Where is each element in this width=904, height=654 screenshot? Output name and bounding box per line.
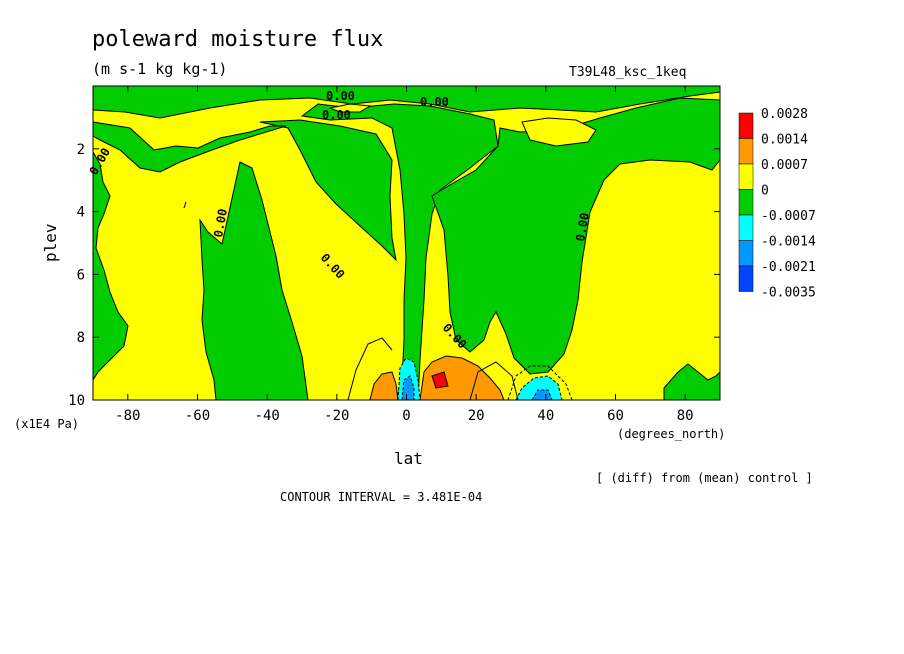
contour-line: [469, 361, 519, 400]
contour-line: [347, 337, 393, 400]
orange-region-equator: [369, 371, 399, 400]
green-region-west-strip: [93, 151, 129, 381]
color-legend: 0.0028 0.0014 0.0007 0 -0.0007 -0.0014 -0.0021…: [738, 107, 816, 301]
contour-field: [93, 86, 720, 400]
red-core: [431, 371, 449, 389]
x-tick-label: 0: [402, 408, 410, 424]
green-region-top-band: [93, 86, 720, 119]
x-tick-label: -80: [115, 408, 140, 424]
contour-label: 0.00: [322, 108, 351, 122]
legend-level-label: 0.0028: [761, 107, 808, 122]
x-tick-label: 80: [677, 408, 694, 424]
green-region-east-bottom: [663, 363, 720, 400]
yellow-patch-center: [521, 117, 597, 147]
contour-label: 0.00: [573, 212, 592, 243]
contour-line: [507, 365, 573, 400]
y-tick-label: 10: [68, 393, 85, 409]
x-axis-ticks: -80 -60 -40 -20 0 20 40 60 80: [115, 86, 694, 424]
orange-region-north: [419, 355, 505, 400]
legend-level-label: -0.0035: [761, 286, 816, 301]
legend-level-label: -0.0021: [761, 260, 816, 275]
y-tick-label: 4: [77, 205, 85, 221]
x-tick-label: 20: [468, 408, 485, 424]
blue-core-north: [531, 389, 553, 400]
contour-line: [183, 201, 187, 209]
x-tick-label: 40: [537, 408, 554, 424]
legend-swatch: [738, 240, 754, 267]
y-axis-label: plev: [41, 223, 60, 262]
y-tick-label: 6: [77, 267, 85, 283]
blue-core-equator: [401, 375, 415, 400]
legend-level-label: 0.0014: [761, 133, 808, 148]
chart-title: poleward moisture flux: [92, 27, 383, 52]
legend-swatch: [738, 189, 754, 216]
cyan-region-north: [515, 375, 563, 400]
contour-label: 0.00: [420, 95, 449, 109]
green-region-south-arm: [199, 161, 309, 400]
x-axis-label: lat: [394, 449, 423, 468]
contour-interval: CONTOUR INTERVAL = 3.481E-04: [280, 490, 482, 504]
legend-level-label: 0: [761, 184, 769, 199]
legend-level-label: -0.0007: [761, 209, 816, 224]
x-tick-label: -40: [255, 408, 280, 424]
legend-swatch: [738, 138, 754, 165]
x-tick-label: -20: [324, 408, 349, 424]
legend-swatch: [738, 112, 754, 139]
experiment-label: T39L48_ksc_1keq: [569, 65, 686, 80]
legend-swatch: [738, 214, 754, 241]
x-tick-label: -60: [185, 408, 210, 424]
legend-swatch: [738, 163, 754, 190]
y-axis-ticks: 2 4 6 8 10: [68, 142, 720, 409]
comparison-note: [ (diff) from (mean) control ]: [596, 471, 813, 485]
y-tick-label: 8: [77, 330, 85, 346]
legend-level-label: -0.0014: [761, 235, 816, 250]
chart-units: (m s-1 kg kg-1): [92, 60, 227, 78]
green-region-east-column: [93, 121, 287, 173]
yellow-patch-topmid: [328, 103, 372, 113]
x-tick-label: 60: [607, 408, 624, 424]
y-tick-label: 2: [77, 142, 85, 158]
contour-label: 0.00: [211, 208, 230, 239]
y-axis-units: (x1E4 Pa): [14, 417, 79, 431]
x-axis-units: (degrees_north): [617, 427, 725, 441]
contour-label: 0.00: [326, 89, 355, 103]
legend-swatch: [738, 265, 754, 292]
green-region-central-tongue: [259, 103, 499, 400]
legend-level-label: 0.0007: [761, 158, 808, 173]
